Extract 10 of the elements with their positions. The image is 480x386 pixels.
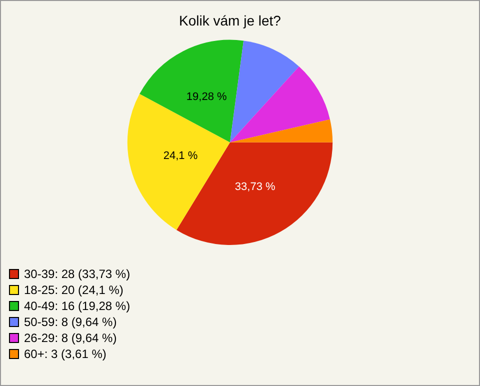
legend-label: 30-39: 28 (33,73 %) [24, 266, 130, 282]
legend-label: 50-59: 8 (9,64 %) [24, 314, 117, 330]
data-label: 19,28 % [186, 90, 228, 103]
data-label: 33,73 % [234, 181, 276, 194]
legend-label: 18-25: 20 (24,1 %) [24, 282, 124, 298]
legend-label: 60+: 3 (3,61 %) [24, 346, 106, 362]
chart-title: Kolik vám je let? [179, 12, 282, 28]
data-label: 24,1 % [163, 150, 198, 162]
legend-label: 40-49: 16 (19,28 %) [24, 298, 130, 314]
legend-label: 26-29: 8 (9,64 %) [24, 330, 117, 346]
